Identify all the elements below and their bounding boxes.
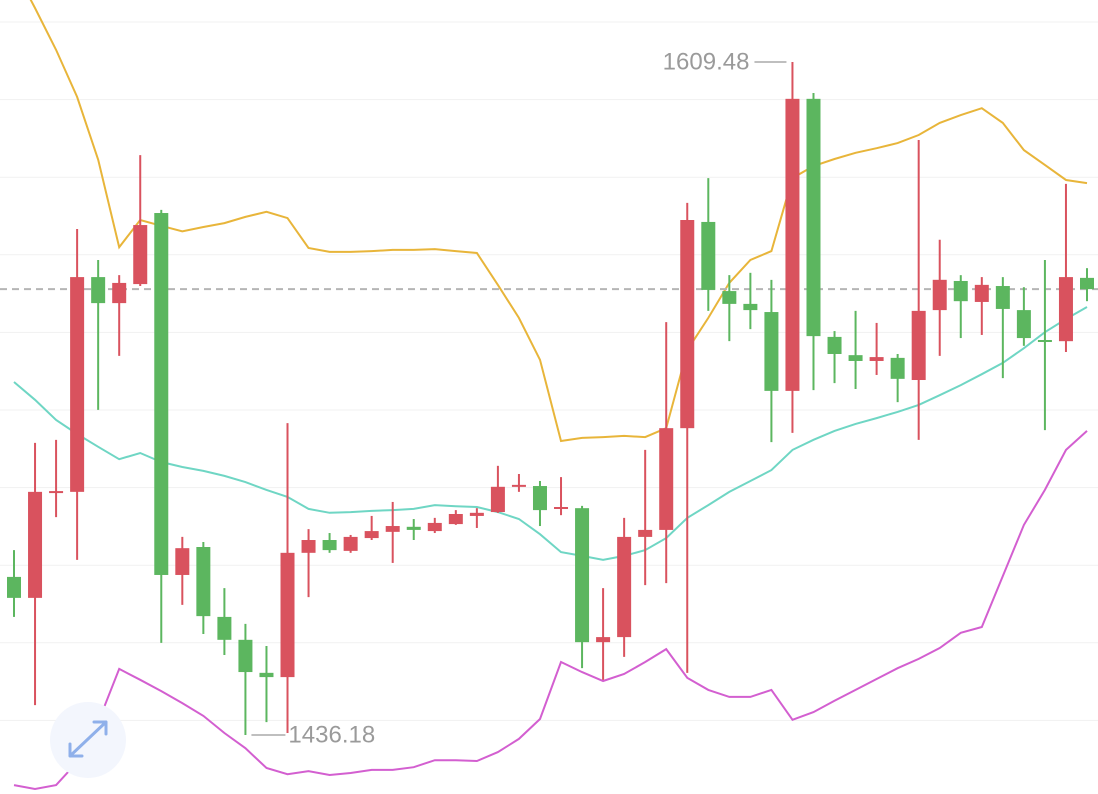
- candle-body: [974, 284, 989, 302]
- candle-body: [91, 277, 106, 304]
- candle-body: [554, 507, 569, 510]
- candle-body: [1058, 277, 1073, 342]
- candle-body: [133, 225, 148, 285]
- candle-body: [196, 547, 211, 617]
- candle-body: [1016, 310, 1031, 339]
- candle-body: [259, 672, 274, 678]
- candle-body: [1037, 340, 1052, 343]
- low-label: 1436.18: [288, 721, 375, 748]
- candle-body: [301, 540, 316, 553]
- band-line: [13, 306, 1088, 561]
- candle-body: [112, 282, 127, 304]
- candle-body: [764, 312, 779, 391]
- candle-body: [932, 279, 947, 311]
- candle-body: [722, 291, 737, 304]
- band-line: [13, 430, 1088, 791]
- candle-body: [469, 512, 484, 516]
- candle-body: [280, 552, 295, 678]
- candle-body: [343, 536, 358, 551]
- candle-body: [532, 486, 547, 511]
- candle-body: [490, 486, 505, 513]
- annotations: 1609.48 1436.18: [251, 48, 787, 748]
- candle-body: [869, 357, 884, 361]
- candle-body: [154, 213, 169, 575]
- candle-body: [953, 280, 968, 302]
- candle-body: [680, 220, 695, 429]
- expand-button[interactable]: [50, 702, 126, 778]
- candle-body: [364, 531, 379, 539]
- high-label: 1609.48: [663, 48, 750, 75]
- candle-body: [890, 357, 905, 379]
- candle-body: [70, 277, 85, 492]
- candle-body: [659, 428, 674, 530]
- candle-body: [785, 98, 800, 391]
- candle-body: [827, 336, 842, 354]
- candle-body: [701, 221, 716, 290]
- candle-body: [7, 576, 21, 598]
- candle-body: [995, 286, 1010, 309]
- candle-body: [427, 522, 442, 532]
- candle-body: [1080, 277, 1094, 290]
- candle-body: [238, 639, 253, 673]
- candle-body: [322, 540, 337, 551]
- candle-body: [575, 508, 590, 643]
- candle-body: [638, 529, 653, 537]
- grid: [0, 21, 1098, 721]
- candle-body: [806, 98, 821, 337]
- candle-body: [617, 536, 632, 638]
- candles: [7, 62, 1094, 736]
- band-line: [29, 0, 1088, 443]
- candle-body: [217, 616, 232, 640]
- candle-body: [596, 637, 611, 643]
- candle-body: [406, 526, 421, 530]
- candle-body: [511, 484, 526, 487]
- candle-body: [448, 513, 463, 525]
- candle-body: [28, 491, 43, 598]
- candle-body: [49, 491, 64, 494]
- candle-body: [848, 355, 863, 361]
- candle-body: [385, 526, 400, 532]
- candle-body: [743, 303, 758, 311]
- candle-body: [911, 310, 926, 381]
- candle-body: [175, 548, 190, 575]
